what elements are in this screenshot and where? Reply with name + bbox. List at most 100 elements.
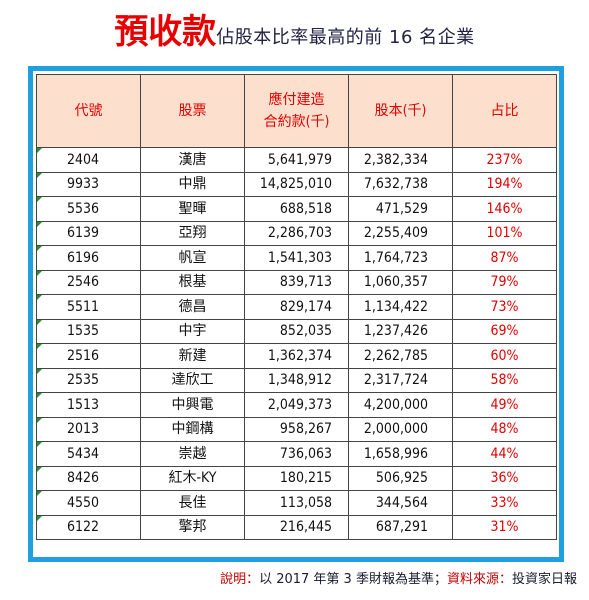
cell-ratio: 36% [452, 465, 557, 491]
cell-stock-name: 聖暉 [140, 196, 245, 222]
table-row: 2404 漢唐 5,641,979 2,382,334 237% [36, 147, 557, 173]
cell-stock-name: 德昌 [140, 294, 245, 320]
cell-stock-name: 紅木-KY [140, 465, 245, 491]
table-row: 1513 中興電 2,049,373 4,200,000 49% [36, 392, 557, 418]
cell-ratio: 69% [452, 318, 557, 344]
cell-capital: 2,317,724 [348, 367, 453, 393]
cell-code: 2013 [36, 416, 141, 442]
cell-ratio: 194% [452, 171, 557, 197]
cell-ratio: 31% [452, 514, 557, 540]
cell-stock-name: 長佳 [140, 490, 245, 516]
table-frame: 代號 股票 應付建造 合約款(千) 股本(千) 占比 2404 漢唐 5,641,9… [28, 66, 564, 562]
cell-ratio: 44% [452, 441, 557, 467]
cell-capital: 7,632,738 [348, 171, 453, 197]
cell-stock-name: 中鋼構 [140, 416, 245, 442]
cell-code: 6139 [36, 220, 141, 246]
header-ratio: 占比 [452, 74, 557, 148]
cell-capital: 2,262,785 [348, 343, 453, 369]
cell-capital: 1,764,723 [348, 245, 453, 271]
cell-code: 5536 [36, 196, 141, 222]
cell-code: 1535 [36, 318, 141, 344]
footnote: 說明：以 2017 年第 3 季財報為基準；資料來源：投資家日報 [220, 568, 577, 587]
cell-ratio: 237% [452, 147, 557, 173]
cell-code: 9933 [36, 171, 141, 197]
cell-receivable: 216,445 [244, 514, 349, 540]
cell-ratio: 79% [452, 269, 557, 295]
cell-ratio: 48% [452, 416, 557, 442]
header-code: 代號 [36, 74, 141, 148]
cell-stock-name: 漢唐 [140, 147, 245, 173]
cell-receivable: 113,058 [244, 490, 349, 516]
cell-code: 2516 [36, 343, 141, 369]
cell-stock-name: 帆宣 [140, 245, 245, 271]
cell-capital: 344,564 [348, 490, 453, 516]
cell-capital: 1,237,426 [348, 318, 453, 344]
cell-ratio: 87% [452, 245, 557, 271]
cell-capital: 1,658,996 [348, 441, 453, 467]
cell-stock-name: 擎邦 [140, 514, 245, 540]
table-row: 9933 中鼎 14,825,010 7,632,738 194% [36, 171, 557, 197]
table-row: 2535 達欣工 1,348,912 2,317,724 58% [36, 367, 557, 393]
cell-ratio: 33% [452, 490, 557, 516]
cell-capital: 4,200,000 [348, 392, 453, 418]
cell-code: 2404 [36, 147, 141, 173]
cell-code: 2535 [36, 367, 141, 393]
cell-code: 6122 [36, 514, 141, 540]
cell-ratio: 146% [452, 196, 557, 222]
table-row: 2546 根基 839,713 1,060,357 79% [36, 269, 557, 295]
cell-receivable: 2,286,703 [244, 220, 349, 246]
cell-code: 5511 [36, 294, 141, 320]
cell-ratio: 58% [452, 367, 557, 393]
header-receivable-line1: 應付建造 [268, 92, 325, 108]
cell-ratio: 101% [452, 220, 557, 246]
cell-capital: 2,255,409 [348, 220, 453, 246]
cell-receivable: 688,518 [244, 196, 349, 222]
header-capital: 股本(千) [348, 74, 453, 148]
footnote-label-note: 說明： [220, 572, 260, 587]
cell-stock-name: 中興電 [140, 392, 245, 418]
table-row: 2013 中鋼構 958,267 2,000,000 48% [36, 416, 557, 442]
page-title: 預收款佔股本比率最高的前 16 名企業 [0, 12, 589, 58]
title-subtitle: 佔股本比率最高的前 16 名企業 [216, 27, 475, 48]
table-row: 2516 新建 1,362,374 2,262,785 60% [36, 343, 557, 369]
table-row: 6196 帆宣 1,541,303 1,764,723 87% [36, 245, 557, 271]
table-row: 6139 亞翔 2,286,703 2,255,409 101% [36, 220, 557, 246]
cell-receivable: 1,362,374 [244, 343, 349, 369]
cell-receivable: 180,215 [244, 465, 349, 491]
cell-receivable: 829,174 [244, 294, 349, 320]
cell-code: 5434 [36, 441, 141, 467]
cell-stock-name: 中宇 [140, 318, 245, 344]
cell-stock-name: 亞翔 [140, 220, 245, 246]
cell-code: 8426 [36, 465, 141, 491]
cell-receivable: 958,267 [244, 416, 349, 442]
cell-code: 2546 [36, 269, 141, 295]
header-stock: 股票 [140, 74, 245, 148]
data-table: 代號 股票 應付建造 合約款(千) 股本(千) 占比 2404 漢唐 5,641,9… [36, 74, 557, 540]
cell-capital: 1,060,357 [348, 269, 453, 295]
cell-capital: 1,134,422 [348, 294, 453, 320]
cell-capital: 506,925 [348, 465, 453, 491]
cell-ratio: 73% [452, 294, 557, 320]
cell-stock-name: 根基 [140, 269, 245, 295]
footnote-label-source: 資料來源： [446, 572, 512, 587]
cell-ratio: 60% [452, 343, 557, 369]
cell-stock-name: 崇越 [140, 441, 245, 467]
cell-stock-name: 達欣工 [140, 367, 245, 393]
cell-code: 6196 [36, 245, 141, 271]
table-row: 8426 紅木-KY 180,215 506,925 36% [36, 465, 557, 491]
cell-capital: 687,291 [348, 514, 453, 540]
footnote-source-text: 投資家日報 [511, 572, 577, 587]
cell-stock-name: 新建 [140, 343, 245, 369]
cell-receivable: 852,035 [244, 318, 349, 344]
cell-capital: 2,000,000 [348, 416, 453, 442]
header-receivable: 應付建造 合約款(千) [244, 74, 349, 148]
header-receivable-line2: 合約款(千) [263, 114, 330, 130]
footnote-note-text: 以 2017 年第 3 季財報為基準； [259, 572, 447, 587]
cell-code: 4550 [36, 490, 141, 516]
table-row: 6122 擎邦 216,445 687,291 31% [36, 514, 557, 540]
table-row: 4550 長佳 113,058 344,564 33% [36, 490, 557, 516]
table-row: 5511 德昌 829,174 1,134,422 73% [36, 294, 557, 320]
cell-stock-name: 中鼎 [140, 171, 245, 197]
cell-receivable: 736,063 [244, 441, 349, 467]
cell-capital: 471,529 [348, 196, 453, 222]
